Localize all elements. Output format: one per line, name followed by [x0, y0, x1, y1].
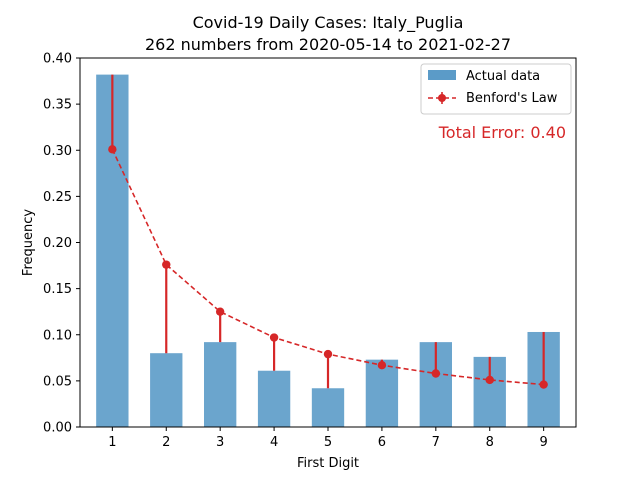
benford-line-layer: [108, 145, 548, 389]
x-tick-label-7: 7: [432, 435, 440, 450]
benford-line: [111, 148, 544, 386]
x-tick-label-5: 5: [324, 435, 332, 450]
benford-point-digit-7: [431, 369, 441, 378]
y-tick-label-2: 0.10: [43, 328, 72, 343]
y-tick-label-3: 0.15: [43, 282, 72, 297]
benford-point-digit-6: [377, 360, 387, 370]
benford-point-digit-9: [539, 380, 548, 389]
y-tick-label-6: 0.30: [43, 144, 72, 159]
y-tick-label-8: 0.40: [43, 52, 72, 67]
bar-digit-5: [311, 388, 345, 427]
error-lines-layer: [111, 74, 545, 389]
y-axis-title: Frequency: [21, 209, 36, 276]
legend-box: [420, 63, 572, 115]
bar-digit-2: [150, 353, 183, 427]
bar-digit-4: [257, 370, 291, 427]
benford-point-digit-5: [323, 349, 333, 359]
benford-point-digit-2: [162, 260, 171, 269]
x-tick-label-4: 4: [270, 435, 278, 450]
y-axis: 0.00 0.05 0.10 0.15 0.20 0.25 0.30 0.35 0.40: [43, 52, 80, 436]
total-error-annotation: Total Error: 0.40: [438, 123, 566, 142]
x-tick-label-2: 2: [162, 435, 170, 450]
x-tick-label-9: 9: [540, 435, 548, 450]
benford-point-digit-8: [485, 375, 494, 385]
bar-digit-3: [204, 342, 237, 427]
benford-point-digit-3: [215, 307, 225, 316]
bars-layer: [96, 74, 560, 427]
chart-title: Covid-19 Daily Cases: Italy_Puglia: [193, 13, 464, 33]
legend-swatch-benford-marker: [438, 94, 446, 102]
y-tick-label-5: 0.25: [43, 190, 72, 205]
bar-digit-6: [365, 359, 399, 427]
legend-label-benford: Benford's Law: [466, 91, 558, 106]
chart-subtitle: 262 numbers from 2020-05-14 to 2021-02-2…: [145, 35, 511, 54]
y-tick-label-7: 0.35: [43, 98, 72, 113]
x-axis-title: First Digit: [297, 456, 359, 471]
legend: Actual data Benford's Law: [420, 63, 572, 115]
y-tick-label-1: 0.05: [43, 374, 72, 389]
x-tick-label-3: 3: [216, 435, 224, 450]
y-tick-label-0: 0.00: [43, 421, 72, 436]
x-tick-label-1: 1: [108, 435, 116, 450]
legend-swatch-actual: [428, 70, 456, 80]
x-axis: 1 2 3 4 5 6 7 8 9: [108, 427, 548, 450]
y-tick-label-4: 0.20: [43, 236, 72, 251]
legend-label-actual: Actual data: [466, 69, 540, 84]
benford-point-digit-1: [108, 145, 117, 154]
x-tick-label-8: 8: [486, 435, 494, 450]
benford-point-digit-4: [269, 333, 279, 342]
x-tick-label-6: 6: [378, 435, 386, 450]
